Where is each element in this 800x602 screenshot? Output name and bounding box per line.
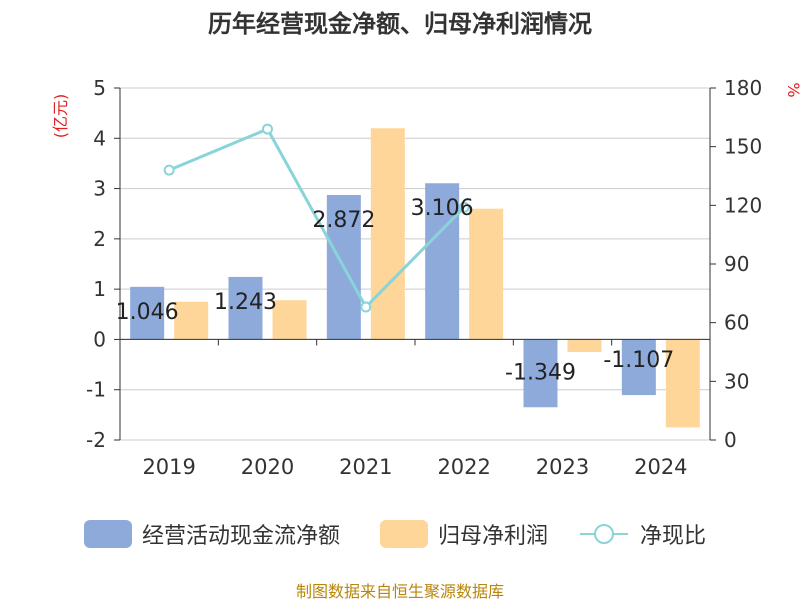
ratio-line-path bbox=[168, 127, 466, 310]
bar-data-label: 2.872 bbox=[312, 208, 375, 233]
right-tick-label: 150 bbox=[724, 135, 762, 159]
legend-label-cashflow: 经营活动现金流净额 bbox=[142, 524, 341, 549]
legend-item-net-profit[interactable]: 归母净利润 bbox=[380, 516, 548, 552]
bar-cashflow[interactable] bbox=[425, 183, 460, 340]
left-tick-label: -1 bbox=[86, 378, 106, 402]
bar-cashflow[interactable] bbox=[130, 286, 165, 340]
left-tick-label: 5 bbox=[93, 76, 106, 100]
legend-item-ratio[interactable]: 净现比 bbox=[578, 516, 706, 552]
bar-net-profit[interactable] bbox=[469, 208, 504, 340]
right-tick-label: 0 bbox=[724, 428, 737, 452]
left-tick-label: 1 bbox=[93, 277, 106, 301]
category-label: 2022 bbox=[437, 455, 490, 479]
left-tick-label: -2 bbox=[86, 428, 106, 452]
bar-net-profit[interactable] bbox=[174, 301, 209, 340]
bar-cashflow[interactable] bbox=[228, 276, 263, 340]
category-label: 2021 bbox=[339, 455, 392, 479]
bars bbox=[130, 128, 700, 428]
bar-data-label: -1.107 bbox=[603, 348, 674, 373]
left-axis-title: (亿元) bbox=[51, 94, 70, 139]
data-source-note: 制图数据来自恒生聚源数据库 bbox=[295, 582, 504, 601]
legend-swatch-net-profit bbox=[380, 520, 428, 548]
gridlines bbox=[120, 87, 710, 441]
category-label: 2023 bbox=[536, 455, 589, 479]
bar-data-label: 1.243 bbox=[214, 290, 277, 315]
ratio-line bbox=[163, 123, 470, 313]
axes: -2 -1 0 1 2 3 4 5 0 30 60 90 120 150 180 2019 2020 2021 20… bbox=[51, 76, 800, 479]
right-axis-title: % bbox=[784, 82, 800, 97]
left-tick-label: 4 bbox=[93, 126, 106, 150]
right-tick-label: 180 bbox=[724, 76, 762, 100]
chart-title: 历年经营现金净额、归母净利润情况 bbox=[208, 10, 592, 38]
ratio-point[interactable] bbox=[163, 164, 175, 176]
bar-data-label: 3.106 bbox=[411, 196, 474, 221]
left-tick-label: 3 bbox=[93, 177, 106, 201]
bar-data-label: 1.046 bbox=[116, 300, 179, 325]
right-tick-label: 120 bbox=[724, 193, 762, 217]
bar-data-label: -1.349 bbox=[505, 360, 576, 385]
left-tick-label: 0 bbox=[93, 327, 106, 351]
ratio-point[interactable] bbox=[262, 123, 273, 135]
legend-swatch-cashflow bbox=[84, 520, 132, 548]
left-tick-label: 2 bbox=[93, 227, 106, 251]
legend-item-cashflow[interactable]: 经营活动现金流净额 bbox=[84, 516, 340, 552]
category-label: 2019 bbox=[142, 455, 195, 479]
right-tick-label: 90 bbox=[724, 252, 749, 276]
legend-label-net-profit: 归母净利润 bbox=[438, 524, 549, 549]
bar-net-profit[interactable] bbox=[370, 128, 405, 340]
ratio-point[interactable] bbox=[458, 201, 470, 213]
category-label: 2020 bbox=[241, 455, 294, 479]
legend-swatch-ratio bbox=[580, 524, 628, 544]
category-label: 2024 bbox=[634, 455, 687, 479]
bar-cashflow[interactable] bbox=[621, 339, 656, 396]
bar-net-profit[interactable] bbox=[567, 339, 602, 352]
right-tick-label: 60 bbox=[724, 311, 749, 335]
bar-net-profit[interactable] bbox=[665, 339, 700, 428]
legend-label-ratio: 净现比 bbox=[640, 524, 707, 549]
data-labels: 1.046 1.243 2.872 3.106 -1.349 -1.107 bbox=[116, 196, 675, 385]
bar-net-profit[interactable] bbox=[272, 300, 307, 340]
legend: 经营活动现金流净额 归母净利润 净现比 bbox=[0, 516, 800, 556]
bar-cashflow[interactable] bbox=[523, 339, 558, 408]
ratio-point[interactable] bbox=[360, 301, 372, 313]
right-tick-label: 30 bbox=[724, 369, 749, 393]
